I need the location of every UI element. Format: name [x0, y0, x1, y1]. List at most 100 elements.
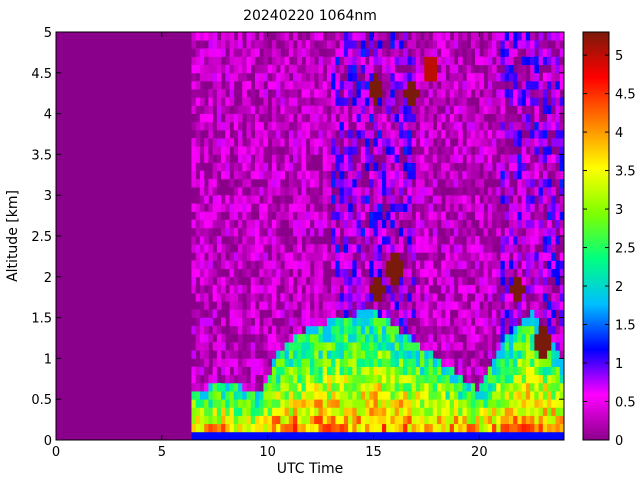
- heatmap-cell: [534, 415, 539, 425]
- heatmap-cell: [301, 32, 307, 41]
- heatmap-cell: [390, 309, 396, 318]
- x-axis-label: UTC Time: [277, 461, 343, 477]
- heatmap-cell: [352, 105, 357, 114]
- heatmap-cell: [394, 252, 400, 261]
- heatmap-cell: [547, 244, 552, 253]
- heatmap-cell: [458, 284, 463, 294]
- heatmap-cell: [432, 293, 438, 302]
- heatmap-cell: [369, 309, 374, 318]
- heatmap-cell: [475, 89, 480, 98]
- heatmap-cell: [398, 89, 404, 98]
- heatmap-cell: [449, 342, 455, 351]
- heatmap-cell: [233, 203, 239, 212]
- heatmap-cell: [377, 187, 383, 196]
- heatmap-cell: [559, 358, 564, 367]
- heatmap-cell: [369, 121, 374, 131]
- heatmap-cell: [242, 415, 247, 425]
- heatmap-cell: [445, 407, 451, 416]
- heatmap-cell: [246, 317, 252, 327]
- heatmap-cell: [437, 105, 442, 114]
- heatmap-cell: [339, 260, 345, 270]
- heatmap-cell: [453, 203, 459, 212]
- heatmap-cell: [238, 333, 243, 343]
- heatmap-cell: [335, 97, 341, 106]
- heatmap-cell: [479, 317, 484, 327]
- heatmap-cell: [318, 366, 324, 376]
- heatmap-cell: [225, 105, 230, 114]
- heatmap-cell: [432, 374, 438, 384]
- heatmap-cell: [318, 72, 324, 82]
- heatmap-cell: [191, 138, 197, 147]
- heatmap-cell: [229, 203, 235, 212]
- heatmap-cell: [221, 227, 226, 237]
- heatmap-cell: [475, 211, 480, 221]
- heatmap-cell: [445, 358, 451, 367]
- heatmap-cell: [195, 268, 201, 278]
- heatmap-cell: [352, 113, 357, 123]
- heatmap-cell: [305, 72, 311, 82]
- heatmap-cell: [428, 32, 434, 33]
- heatmap-cell: [424, 203, 429, 212]
- heatmap-cell: [377, 97, 383, 106]
- heatmap-cell: [195, 325, 201, 335]
- heatmap-cell: [195, 121, 201, 131]
- heatmap-cell: [521, 374, 527, 384]
- heatmap-cell: [204, 121, 209, 131]
- heatmap-cell: [356, 56, 362, 66]
- heatmap-cell: [360, 260, 366, 270]
- heatmap-cell: [271, 268, 277, 278]
- heatmap-cell: [492, 382, 497, 392]
- heatmap-cell: [504, 342, 510, 351]
- heatmap-cell: [398, 317, 404, 327]
- heatmap-cell: [305, 89, 311, 98]
- heatmap-cell: [513, 415, 518, 425]
- heatmap-cell: [551, 325, 556, 335]
- heatmap-cell: [398, 407, 404, 416]
- heatmap-cell: [246, 342, 252, 351]
- y-tick-label: 2.5: [31, 230, 52, 245]
- heatmap-cell: [525, 284, 531, 294]
- heatmap-cell: [297, 97, 302, 106]
- heatmap-cell: [204, 325, 209, 335]
- heatmap-cell: [343, 121, 349, 131]
- heatmap-cell: [373, 195, 379, 204]
- heatmap-cell: [547, 32, 552, 41]
- heatmap-cell: [216, 203, 222, 212]
- heatmap-cell: [204, 211, 209, 221]
- heatmap-cell: [479, 260, 484, 270]
- heatmap-cell: [238, 284, 243, 294]
- heatmap-cell: [233, 423, 239, 433]
- heatmap-cell: [297, 415, 302, 425]
- heatmap-cell: [453, 260, 459, 270]
- heatmap-cell: [238, 342, 243, 351]
- heatmap-cell: [538, 325, 544, 335]
- heatmap-cell: [259, 431, 264, 440]
- heatmap-cell: [432, 407, 438, 416]
- heatmap-cell: [470, 268, 476, 278]
- heatmap-cell: [276, 431, 281, 440]
- heatmap-cell: [343, 391, 349, 400]
- heatmap-cell: [221, 244, 226, 253]
- heatmap-cell: [445, 170, 451, 180]
- heatmap-cell: [343, 342, 349, 351]
- heatmap-cell: [513, 309, 518, 318]
- heatmap-cell: [470, 129, 476, 139]
- heatmap-cell: [462, 64, 468, 74]
- heatmap-cell: [453, 170, 459, 180]
- heatmap-cell: [534, 97, 539, 106]
- heatmap-cell: [246, 178, 252, 188]
- heatmap-cell: [517, 105, 523, 114]
- heatmap-cell: [466, 309, 472, 318]
- heatmap-cell: [513, 80, 518, 90]
- heatmap-cell: [483, 399, 489, 408]
- heatmap-cell: [343, 431, 349, 440]
- heatmap-cell: [462, 32, 468, 41]
- heatmap-cell: [521, 236, 527, 245]
- heatmap-cell: [195, 211, 201, 221]
- heatmap-cell: [449, 423, 455, 433]
- heatmap-cell: [458, 431, 463, 440]
- heatmap-cell: [276, 342, 281, 351]
- heatmap-cell: [322, 80, 328, 90]
- heatmap-cell: [513, 325, 518, 335]
- heatmap-cell: [373, 56, 379, 66]
